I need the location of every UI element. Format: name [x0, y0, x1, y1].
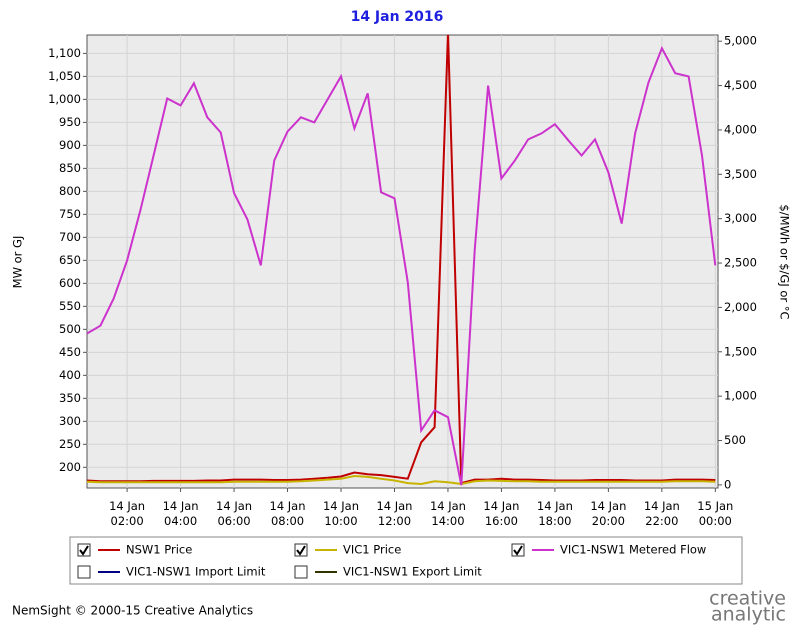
y-tick-label: 250 — [59, 437, 81, 451]
y-tick-label: 550 — [59, 299, 81, 313]
series-line — [87, 45, 717, 486]
y-tick-label: 650 — [59, 253, 81, 267]
y2-tick-label: 1,500 — [724, 344, 757, 358]
y-tick-label: 1,050 — [48, 69, 81, 83]
y2-tick-label: 3,000 — [724, 211, 757, 225]
y-tick-label: 700 — [59, 230, 81, 244]
legend-checkbox[interactable] — [77, 565, 91, 579]
logo: creative — [709, 588, 786, 610]
x-tick-label: 14 Jan 20:00 — [590, 499, 626, 528]
x-tick-label: 14 Jan 18:00 — [537, 499, 573, 528]
x-tick-label: 14 Jan 06:00 — [216, 499, 252, 528]
legend-label: VIC1 Price — [343, 543, 401, 557]
legend-check — [513, 545, 523, 556]
logo: analytic — [711, 604, 786, 626]
series-line — [87, 35, 716, 485]
x-tick-label: 14 Jan 16:00 — [483, 499, 519, 528]
y-tick-label: 750 — [59, 207, 81, 221]
footer: NemSight © 2000-15 Creative Analytics — [12, 604, 253, 618]
y-tick-label: 400 — [59, 368, 81, 382]
y-tick-label: 850 — [59, 161, 81, 175]
y-tick-label: 950 — [59, 115, 81, 129]
y2-tick-label: 2,000 — [724, 300, 757, 314]
legend-label: NSW1 Price — [126, 543, 192, 557]
y2-tick-label: 0 — [724, 477, 731, 491]
y-tick-label: 1,100 — [48, 46, 81, 60]
x-tick-label: 14 Jan 08:00 — [270, 499, 306, 528]
y2-tick-label: 2,500 — [724, 256, 757, 270]
y-tick-label: 200 — [59, 460, 81, 474]
y2-tick-label: 3,500 — [724, 167, 757, 181]
legend-checkbox[interactable] — [294, 565, 308, 579]
y2-tick-label: 1,000 — [724, 389, 757, 403]
y2-tick-label: 4,000 — [724, 122, 757, 136]
x-tick-label: 14 Jan 14:00 — [430, 499, 466, 528]
x-tick-label: 14 Jan 22:00 — [644, 499, 680, 528]
y-tick-label: 450 — [59, 345, 81, 359]
x-tick-label: 14 Jan 10:00 — [323, 499, 359, 528]
x-tick-label: 14 Jan 04:00 — [163, 499, 199, 528]
legend-label: VIC1-NSW1 Import Limit — [126, 565, 266, 579]
legend-check — [296, 545, 306, 556]
x-tick-label: 14 Jan 12:00 — [376, 499, 412, 528]
y2-tick-label: 5,000 — [724, 34, 757, 48]
plot-area — [86, 34, 719, 489]
legend — [69, 536, 743, 585]
y2-tick-label: 4,500 — [724, 78, 757, 92]
x-tick-label: 15 Jan 00:00 — [697, 499, 733, 528]
x-tick-label: 14 Jan 02:00 — [109, 499, 145, 528]
y-tick-label: 350 — [59, 391, 81, 405]
y-tick-label: 1,000 — [48, 92, 81, 106]
chart-title: 14 Jan 2016 — [351, 9, 444, 25]
series-group — [87, 35, 717, 486]
y-tick-label: 300 — [59, 414, 81, 428]
y2-tick-label: 500 — [724, 433, 746, 447]
y2-axis-label: $/MWh or $/GJ or °C — [778, 204, 792, 319]
y-tick-label: 600 — [59, 276, 81, 290]
y-tick-label: 500 — [59, 322, 81, 336]
y-tick-label: 800 — [59, 184, 81, 198]
y-axis-label: MW or GJ — [11, 236, 25, 289]
y-tick-label: 900 — [59, 138, 81, 152]
series-line — [87, 474, 716, 486]
legend-check — [79, 545, 89, 556]
legend-label: VIC1-NSW1 Metered Flow — [560, 543, 706, 557]
legend-label: VIC1-NSW1 Export Limit — [343, 565, 482, 579]
